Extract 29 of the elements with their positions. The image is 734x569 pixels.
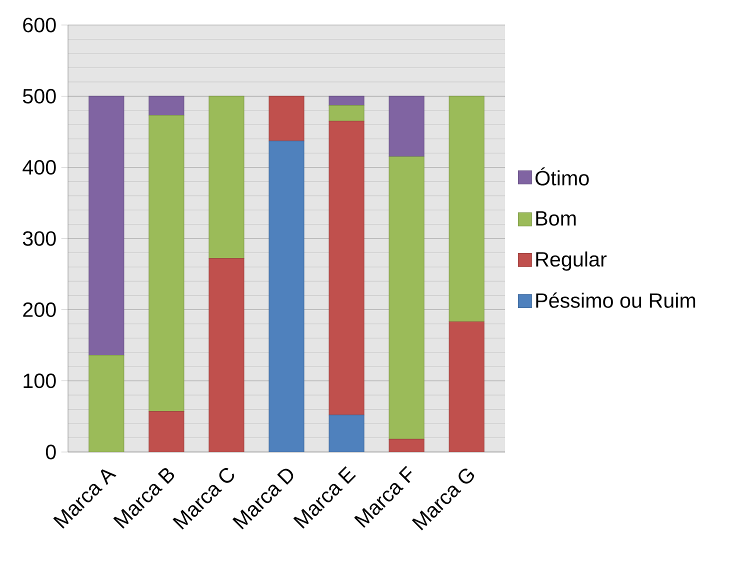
legend-label: Ótimo xyxy=(536,167,589,186)
bar xyxy=(388,96,424,157)
bar xyxy=(268,140,304,452)
bar xyxy=(328,96,364,106)
y-tick-label: 100 xyxy=(24,374,56,388)
bar xyxy=(88,96,124,356)
y-tick-label: 400 xyxy=(22,160,56,175)
bar xyxy=(328,120,364,416)
bar xyxy=(208,96,244,259)
legend-label: Péssimo ou Ruim xyxy=(536,292,696,308)
bar xyxy=(388,438,424,452)
y-tick-label: 600 xyxy=(23,18,56,32)
bar xyxy=(448,321,484,452)
y-tick-label: 300 xyxy=(22,231,56,246)
legend-label: Regular xyxy=(536,251,607,271)
bar xyxy=(208,258,244,452)
bar xyxy=(268,96,304,142)
bar xyxy=(88,354,124,452)
bar xyxy=(148,411,184,452)
y-tick-label: 200 xyxy=(23,302,56,317)
y-tick-label: 0 xyxy=(46,444,56,460)
bar xyxy=(328,105,364,122)
bar xyxy=(388,156,424,440)
bar xyxy=(448,96,484,322)
y-tick-label: 500 xyxy=(22,88,56,104)
bar xyxy=(148,96,184,116)
bar xyxy=(148,115,184,412)
bar xyxy=(328,414,364,452)
legend-label: Bom xyxy=(536,211,576,226)
